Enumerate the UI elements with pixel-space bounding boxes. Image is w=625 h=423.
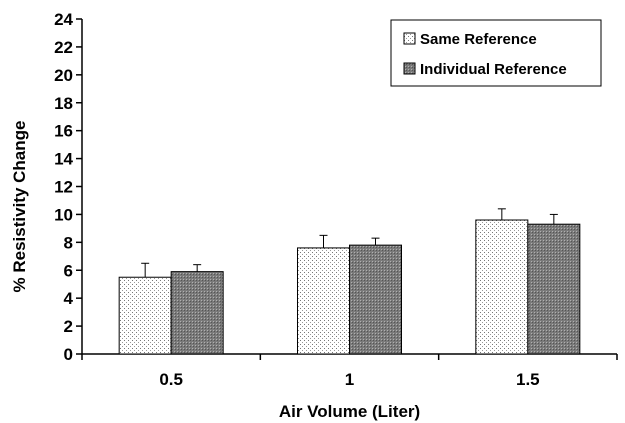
y-tick-label: 22 xyxy=(54,38,73,57)
y-tick-label: 8 xyxy=(64,233,73,252)
y-tick-label: 24 xyxy=(54,10,73,29)
bar-same-reference xyxy=(475,219,529,355)
y-tick-label: 12 xyxy=(54,178,73,197)
y-tick-label: 4 xyxy=(64,289,74,308)
bar-same-reference xyxy=(118,276,172,355)
y-tick-label: 10 xyxy=(54,205,73,224)
bar-individual-reference xyxy=(170,271,224,355)
y-tick-label: 16 xyxy=(54,122,73,141)
y-tick-label: 2 xyxy=(64,317,73,336)
y-tick-label: 0 xyxy=(64,345,73,364)
legend-swatch xyxy=(403,32,416,45)
y-tick-label: 20 xyxy=(54,66,73,85)
legend-swatch xyxy=(403,62,416,75)
legend: Same Reference Individual Reference xyxy=(390,19,602,87)
y-axis-title: % Resistivity Change xyxy=(10,121,29,293)
x-axis-title: Air Volume (Liter) xyxy=(279,402,420,421)
legend-label: Individual Reference xyxy=(420,61,567,78)
x-tick-label: 1.5 xyxy=(516,370,540,389)
bar-individual-reference xyxy=(527,223,581,355)
x-tick-label: 1 xyxy=(345,370,354,389)
y-tick-label: 18 xyxy=(54,94,73,113)
bars xyxy=(118,208,581,355)
y-tick-label: 6 xyxy=(64,261,73,280)
legend-label: Same Reference xyxy=(420,31,537,48)
x-tick-label: 0.5 xyxy=(159,370,183,389)
bar-individual-reference xyxy=(349,244,402,355)
y-tick-label: 14 xyxy=(54,150,73,169)
bar-same-reference xyxy=(297,247,350,355)
legend-box xyxy=(390,19,602,87)
